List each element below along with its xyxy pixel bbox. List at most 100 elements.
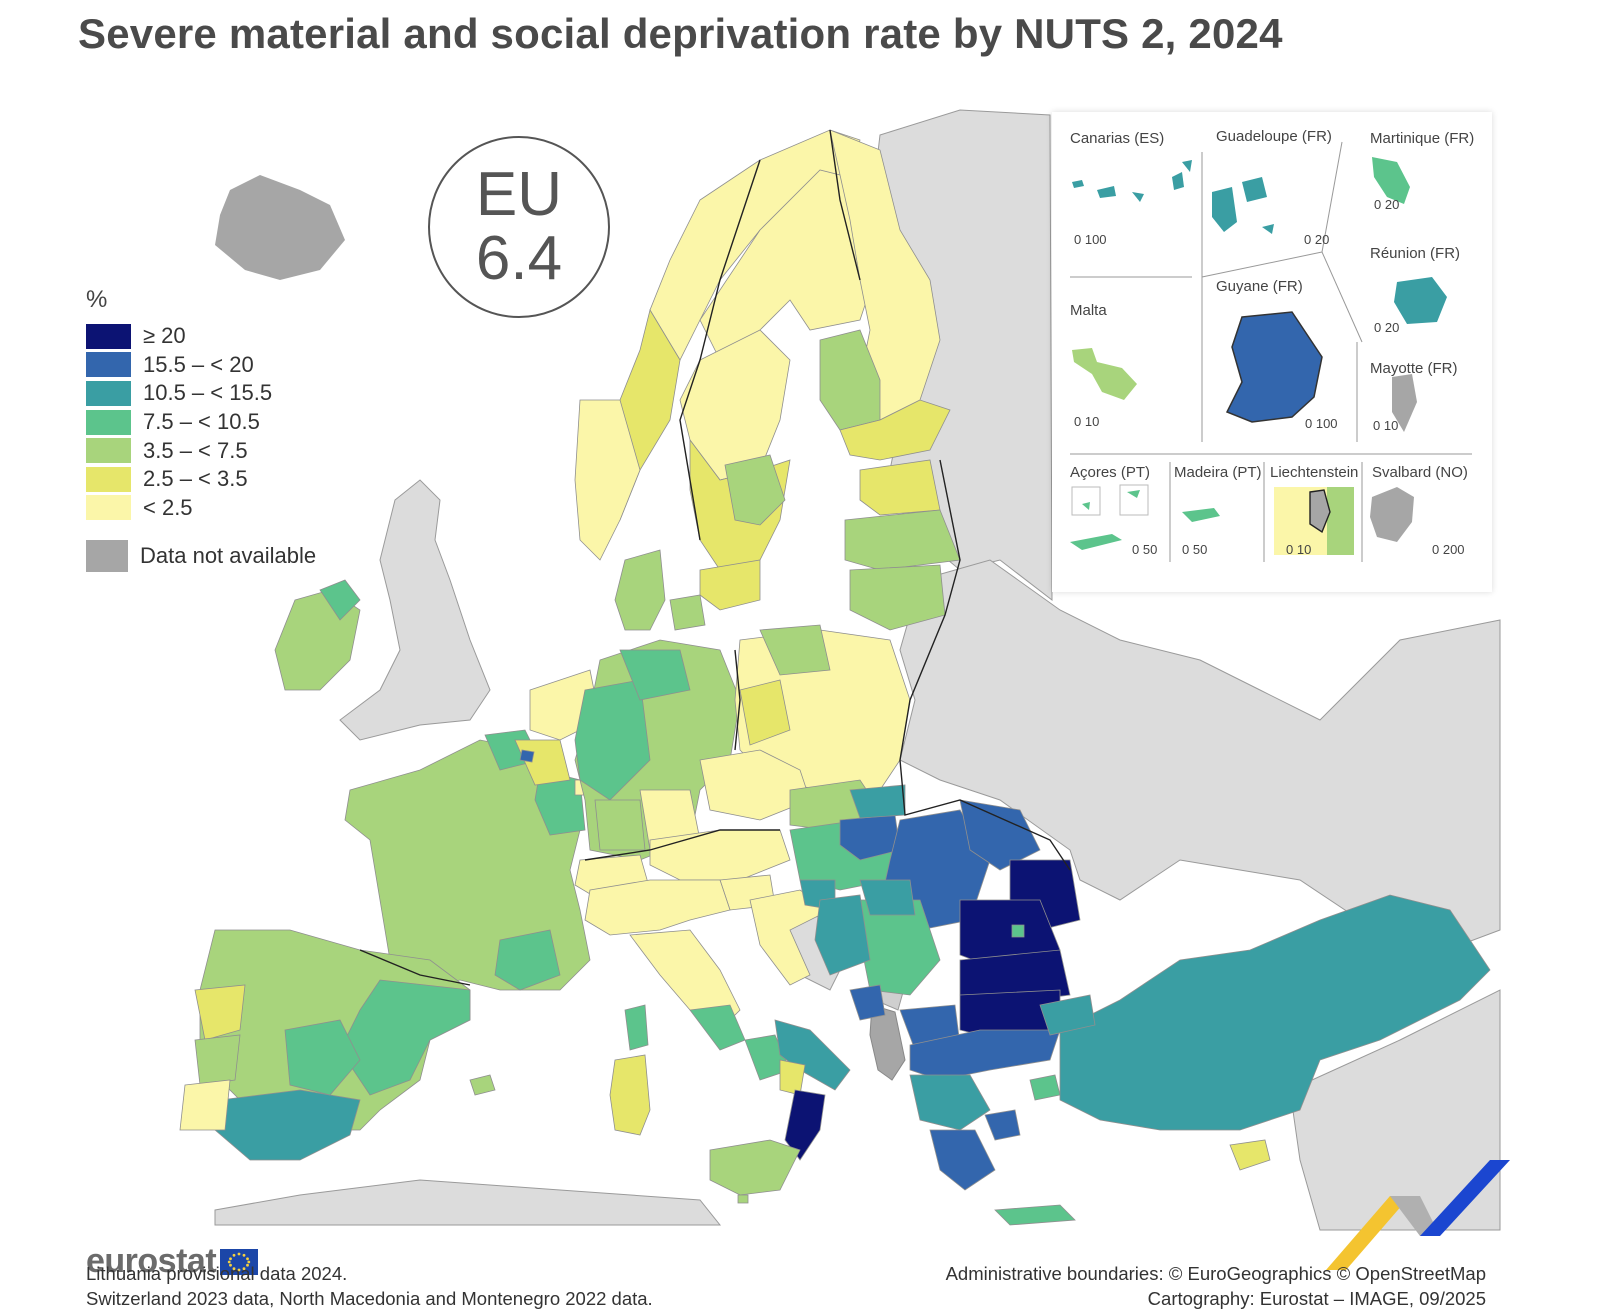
eu-average-badge: EU 6.4 xyxy=(428,136,610,318)
inset-guyane-shape xyxy=(1225,311,1323,423)
inset-label: Svalbard (NO) xyxy=(1372,464,1468,481)
italy-regions xyxy=(584,879,851,1196)
legend-swatch xyxy=(86,380,131,406)
legend-not-available: Data not available xyxy=(86,540,316,573)
region-poland-west xyxy=(739,679,791,746)
region-iceland xyxy=(215,175,345,280)
region-portugal-north xyxy=(194,984,246,1041)
legend-swatch xyxy=(86,352,131,378)
legend-classes: ≥ 20 15.5 – < 20 10.5 – < 15.5 7.5 – < 1… xyxy=(86,322,316,522)
legend-unit: % xyxy=(86,286,108,313)
inset-label: Guadeloupe (FR) xyxy=(1216,128,1332,145)
legend-label: < 2.5 xyxy=(143,494,193,520)
map-title: Severe material and social deprivation r… xyxy=(78,10,1283,57)
border-france-spain xyxy=(359,949,471,986)
inset-guadeloupe-shape xyxy=(1212,177,1274,234)
inset-label: Guyane (FR) xyxy=(1216,278,1303,295)
border-germany-poland xyxy=(734,649,741,751)
legend-item: < 2.5 xyxy=(86,494,316,523)
region-baleares xyxy=(469,1074,496,1096)
legend-swatch-na xyxy=(86,540,128,573)
legend-label: 10.5 – < 15.5 xyxy=(143,380,273,406)
legend-swatch xyxy=(86,466,131,492)
inset-label: Mayotte (FR) xyxy=(1370,360,1458,377)
inset-panel: Canarias (ES) 0 100 Guadeloupe (FR) 0 20… xyxy=(1052,112,1492,592)
region-poland-north xyxy=(759,624,831,676)
region-spain-south xyxy=(214,1089,361,1161)
region-denmark-islands xyxy=(669,594,706,631)
inset-scale: 0 10 xyxy=(1286,542,1312,557)
inset-scale: 0 100 xyxy=(1074,232,1107,247)
border-alps xyxy=(584,829,780,861)
border-eu-east xyxy=(899,459,1071,871)
inset-canarias-shape xyxy=(1072,160,1192,202)
inset-label: Martinique (FR) xyxy=(1370,130,1475,147)
western-regions xyxy=(179,669,601,1161)
region-lithuania xyxy=(849,564,946,631)
inset-label: Malta xyxy=(1070,302,1107,319)
region-spain-east xyxy=(339,979,471,1096)
region-sicily xyxy=(709,1139,801,1196)
region-austria xyxy=(649,829,791,881)
border-norway-sweden xyxy=(679,159,761,541)
region-middle-east xyxy=(1289,989,1501,1231)
region-italy-basilicata xyxy=(779,1059,806,1096)
inset-svalbard-shape xyxy=(1370,487,1414,542)
footnote-lithuania: Lithuania provisional data 2024. xyxy=(86,1263,348,1284)
legend-label: 15.5 – < 20 xyxy=(143,351,254,377)
region-ireland-north xyxy=(319,579,361,621)
inset-martinique-shape xyxy=(1372,157,1410,204)
region-albania xyxy=(869,1004,906,1081)
eurostat-wordmark: eurostat xyxy=(86,1242,217,1280)
region-turkey xyxy=(1059,894,1491,1131)
region-spain-center xyxy=(284,1019,361,1096)
region-france-ne xyxy=(534,769,586,836)
inset-scale: 0 50 xyxy=(1182,542,1208,557)
inset-label: Liechtenstein xyxy=(1270,464,1359,481)
region-bucharest xyxy=(1011,924,1025,938)
legend-label: 3.5 – < 7.5 xyxy=(143,437,248,463)
nordic-regions xyxy=(574,129,961,631)
inset-mayotte-shape xyxy=(1392,374,1417,432)
legend-swatch xyxy=(86,438,131,464)
inset-scale: 0 50 xyxy=(1132,542,1158,557)
region-hungary-ne xyxy=(849,784,906,819)
region-italy-calabria xyxy=(784,1089,826,1161)
inset-madeira-shape xyxy=(1182,508,1220,522)
inset-liechtenstein-shape xyxy=(1274,487,1354,555)
legend-swatch xyxy=(86,323,131,349)
eurostat-decor-mark xyxy=(1326,1160,1510,1270)
region-russia-belarus-ukraine xyxy=(899,559,1501,961)
inset-label: Canarias (ES) xyxy=(1070,130,1165,147)
inset-malta-shape xyxy=(1072,348,1137,400)
legend-label: 2.5 – < 3.5 xyxy=(143,466,248,492)
legend-item: 10.5 – < 15.5 xyxy=(86,379,316,408)
region-norway-south xyxy=(574,399,641,561)
decor-yellow xyxy=(1326,1196,1410,1270)
non-eu-land xyxy=(214,109,1501,1231)
eu-badge-value: 6.4 xyxy=(475,224,563,293)
region-portugal-center xyxy=(194,1034,241,1086)
region-italy-north xyxy=(584,879,731,936)
inset-scale: 0 20 xyxy=(1304,232,1330,247)
inset-dividers xyxy=(1070,141,1472,562)
region-finland-south xyxy=(839,399,951,461)
inset-shapes xyxy=(1070,141,1472,562)
national-borders xyxy=(359,129,1071,986)
eu-flag-icon xyxy=(220,1248,259,1275)
region-north-africa xyxy=(214,1179,722,1226)
inset-scale: 0 100 xyxy=(1305,416,1338,431)
eu-badge-label: EU xyxy=(475,160,563,229)
eurostat-logo: eurostat xyxy=(86,1242,259,1281)
inset-acores-shape xyxy=(1070,484,1149,550)
region-bosnia xyxy=(814,894,871,976)
legend-item: 2.5 – < 3.5 xyxy=(86,465,316,494)
region-malta-main xyxy=(737,1194,749,1204)
legend-swatch xyxy=(86,495,131,521)
region-greece-north xyxy=(909,1029,1061,1081)
region-denmark xyxy=(614,549,666,631)
region-italy-puglia xyxy=(774,1019,851,1091)
region-corsica xyxy=(624,1004,649,1051)
inset-label: Açores (PT) xyxy=(1070,464,1151,481)
region-uk xyxy=(339,479,491,741)
